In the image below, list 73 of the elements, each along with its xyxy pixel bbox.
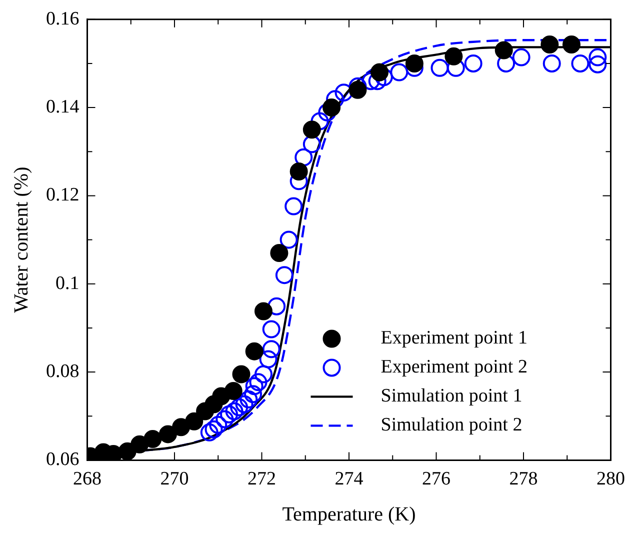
point: [542, 54, 561, 72]
point: [588, 55, 607, 74]
point: [225, 402, 244, 420]
legend-label: Experiment point 2: [380, 356, 528, 378]
point: [280, 230, 298, 249]
x-tick-label: 268: [73, 468, 102, 490]
point: [571, 54, 590, 72]
point: [284, 197, 303, 216]
point: [244, 385, 262, 404]
point: [235, 395, 254, 414]
point: [172, 418, 190, 436]
y-tick-label: 0.14: [46, 96, 80, 118]
point: [302, 135, 321, 154]
y-axis-title: Water content (%): [10, 166, 32, 313]
legend-label: Simulation point 1: [380, 386, 522, 407]
point: [249, 373, 268, 392]
point: [540, 36, 559, 54]
y-tick-label: 0.12: [46, 184, 80, 206]
point: [370, 63, 389, 82]
point: [322, 98, 341, 117]
y-tick-label: 0.06: [46, 449, 80, 470]
point: [334, 84, 353, 102]
y-tick-label: 0.16: [46, 8, 80, 30]
point: [209, 416, 228, 434]
point: [588, 48, 607, 66]
point: [270, 244, 288, 262]
point: [262, 340, 280, 358]
point: [310, 112, 329, 130]
point: [232, 365, 250, 384]
point: [158, 425, 177, 444]
point: [497, 54, 516, 72]
point: [430, 58, 449, 77]
point: [302, 120, 321, 139]
point: [259, 350, 278, 368]
x-tick-label: 272: [248, 468, 276, 490]
point: [245, 377, 264, 396]
point: [444, 47, 463, 66]
point: [200, 423, 218, 442]
point: [275, 266, 294, 284]
point: [204, 420, 223, 438]
x-tick-label: 280: [596, 468, 625, 490]
point: [240, 390, 258, 408]
point: [512, 48, 530, 66]
x-tick-label: 270: [160, 468, 189, 490]
point: [224, 382, 242, 400]
point: [294, 148, 313, 166]
x-axis-title: Temperature (K): [282, 503, 416, 526]
point: [144, 430, 162, 448]
point: [348, 80, 367, 99]
point: [254, 365, 272, 384]
point: [130, 435, 149, 454]
legend-label: Experiment point 1: [380, 328, 528, 349]
point: [494, 41, 513, 60]
point: [290, 162, 308, 180]
point: [464, 54, 482, 72]
x-tick-label: 274: [334, 468, 364, 490]
x-tick-label: 278: [509, 468, 538, 490]
point: [390, 63, 408, 82]
point: [405, 54, 424, 72]
y-tick-label: 0.1: [56, 272, 80, 294]
y-tick-label: 0.08: [46, 361, 80, 382]
point: [230, 398, 248, 416]
point: [185, 412, 204, 430]
point: [254, 302, 272, 320]
point: [562, 36, 580, 54]
point: [245, 342, 264, 360]
point: [326, 90, 344, 108]
point: [216, 410, 234, 428]
legend-label: Simulation point 2: [380, 414, 522, 436]
x-tick-label: 276: [422, 468, 450, 490]
point: [268, 297, 286, 316]
point: [220, 405, 238, 424]
point: [262, 320, 280, 338]
